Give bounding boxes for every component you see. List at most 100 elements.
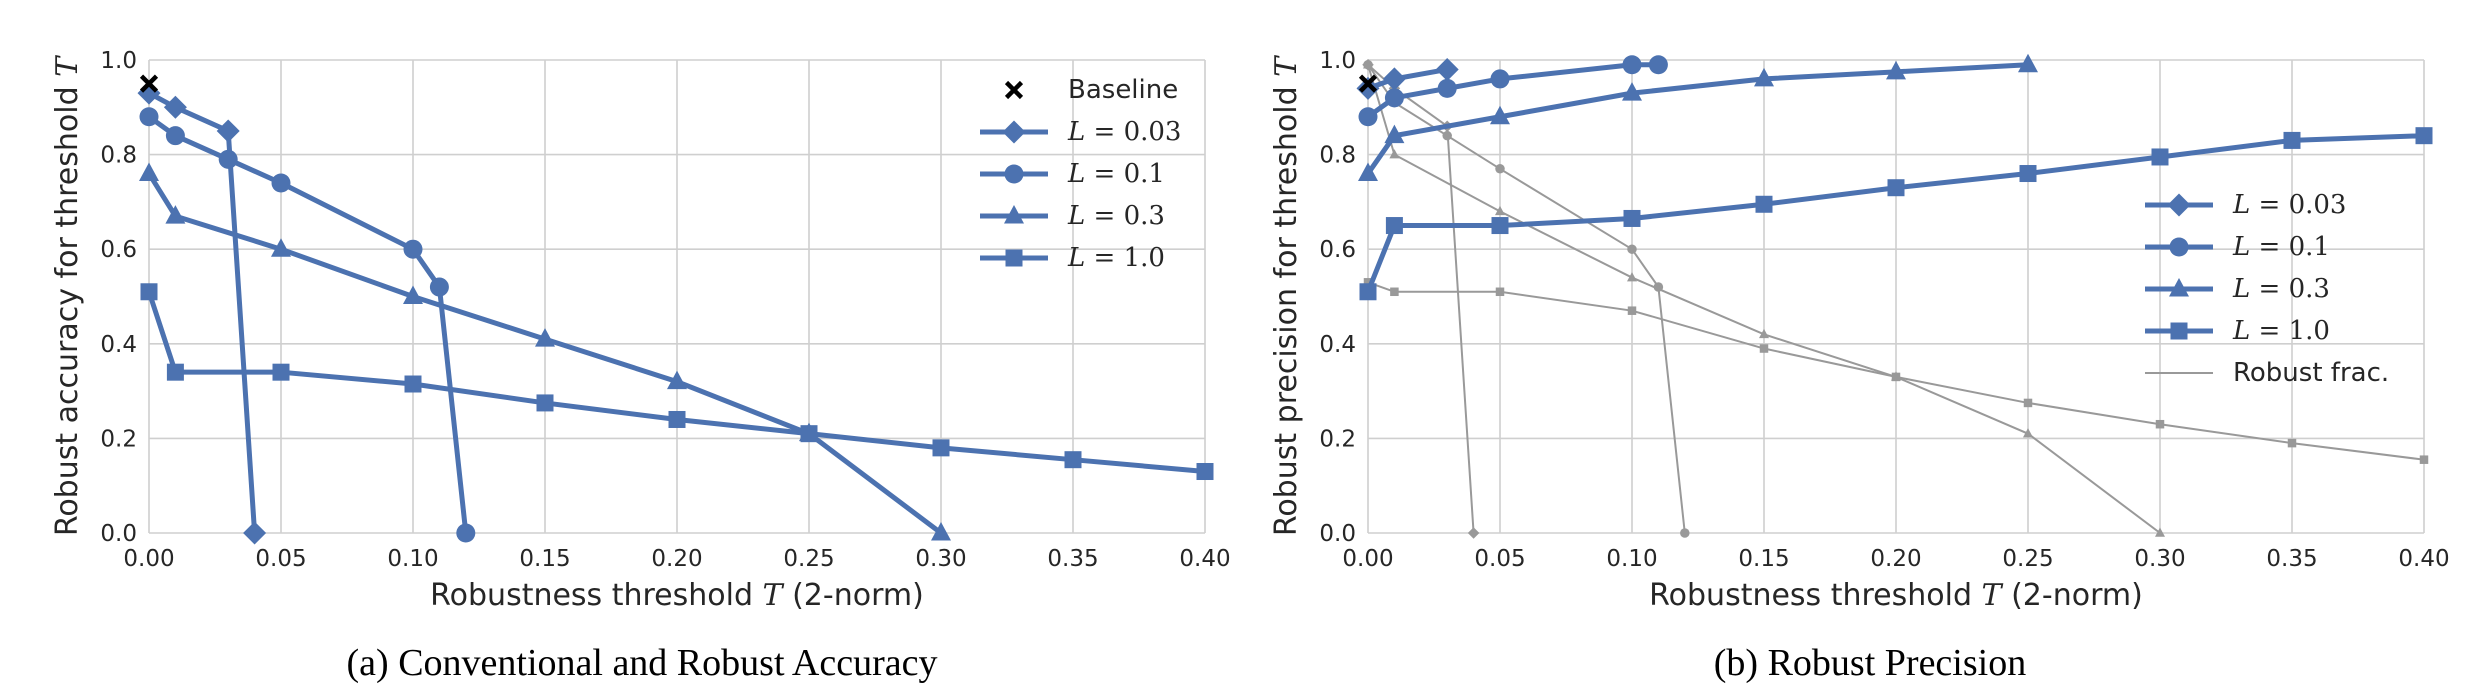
legend-marker [1005,249,1023,267]
data-point [535,328,555,347]
y-tick-label: 1.0 [1319,48,1356,74]
legend-label: L = 0.03 [2232,190,2346,220]
legend-marker [2167,193,2191,217]
y-tick-label: 0.6 [100,237,137,263]
series-line [146,290,1206,475]
data-point [1887,179,1905,197]
data-point [2151,148,2169,166]
data-point [1490,105,1510,125]
legend-entry: Baseline [1004,75,1178,105]
data-point [140,283,158,301]
data-point [1384,88,1404,108]
legend-marker [1004,205,1024,224]
data-point [139,107,159,127]
baseline-marker [139,74,159,93]
legend-baseline-marker [1004,80,1024,100]
data-point [1384,124,1405,144]
data-point [1356,76,1380,100]
data-point [1648,55,1668,75]
robust-frac-point [1442,130,1452,141]
legend-label: L = 0.3 [2232,274,2330,304]
y-tick-label: 0.6 [1319,237,1356,263]
robust-frac-point [1495,205,1505,216]
legend-entry: L = 0.1 [2145,232,2330,262]
x-tick-label: 0.40 [1179,546,1230,572]
legend-label: L = 0.03 [1067,117,1181,147]
x-tick-label: 0.00 [123,546,174,572]
robust-frac-point [2287,438,2297,448]
y-axis-label: Robust accuracy for threshold T [50,55,85,536]
legend-marker [2169,237,2189,257]
legend-marker [1004,164,1024,184]
x-tick-label: 0.20 [1870,546,1921,572]
data-point [271,238,291,257]
x-axis-label: Robustness threshold T (2-norm) [1649,578,2143,613]
panel-b: 0.00 0.05 0.10 0.15 0.20 0.25 0.30 0.35 0.40 0.0 0… [1269,48,2450,684]
data-point [165,205,186,224]
data-point [931,522,951,541]
data-point [166,363,184,381]
legend-label: Baseline [1068,75,1178,105]
data-point [1754,67,1774,87]
data-point [2019,165,2037,183]
data-point [404,375,422,393]
data-point [668,410,686,428]
data-point [1435,57,1459,81]
y-tick-label: 0.8 [100,143,137,169]
robust-frac-point [1891,372,1901,382]
data-point [165,126,185,146]
robust-frac-point [2023,398,2033,408]
y-tick-label: 0.4 [1319,332,1356,358]
legend-entry: L = 1.0 [2145,316,2330,346]
robust-frac-point [1680,528,1690,538]
data-point [2283,131,2301,149]
robust-frac-point [1495,164,1505,174]
y-tick-label: 0.2 [1319,426,1356,452]
y-tick-label: 0.0 [1319,521,1356,547]
y-tick-label: 0.4 [100,332,137,358]
legend-label: L = 0.1 [2232,232,2330,262]
baseline-marker [1358,74,1378,93]
robust-frac-point [1363,59,1373,69]
legend-marker [2169,278,2189,297]
x-tick-label: 0.40 [2398,546,2449,572]
series-line [146,172,943,535]
x-tick-label: 0.15 [519,546,570,572]
robust-frac-point [1389,149,1400,159]
data-point [1385,217,1403,235]
x-tick-label: 0.00 [1342,546,1393,572]
panel-a: 0.00 0.05 0.10 0.15 0.20 0.25 0.30 0.35 0.40 0.0 0… [50,48,1231,684]
x-tick-label: 0.35 [2266,546,2317,572]
robust-frac-point [2155,527,2165,537]
y-tick-label: 0.0 [100,521,137,547]
robust-frac-point [1759,328,1769,339]
robust-frac-line [1367,63,1475,534]
data-point [1437,78,1457,98]
y-tick-label: 1.0 [100,48,137,74]
robust-frac-line [1367,281,2425,461]
x-tick-label: 0.30 [2134,546,2185,572]
robust-frac-point [2155,419,2165,429]
robust-frac-point [2023,428,2033,438]
robust-frac-point [1627,306,1637,315]
data-point [1622,55,1642,75]
legend-entry: L = 0.1 [980,159,1165,189]
data-point [1755,195,1773,213]
legend-label: L = 0.3 [1067,201,1165,231]
legend-label: Robust frac. [2233,358,2389,388]
robust-frac-point [1759,344,1769,353]
x-tick-label: 0.25 [783,546,834,572]
legend-marker [1002,120,1026,144]
data-point [1886,60,1906,80]
data-point [216,119,240,143]
x-tick-label: 0.15 [1738,546,1789,572]
data-point [932,439,950,457]
data-point [2415,127,2433,145]
legend-entry: L = 0.03 [980,117,1181,147]
series-line [147,90,258,534]
x-tick-label: 0.30 [915,546,966,572]
data-point [1358,107,1378,127]
robust-frac-point [1627,244,1637,254]
data-point [272,363,290,381]
